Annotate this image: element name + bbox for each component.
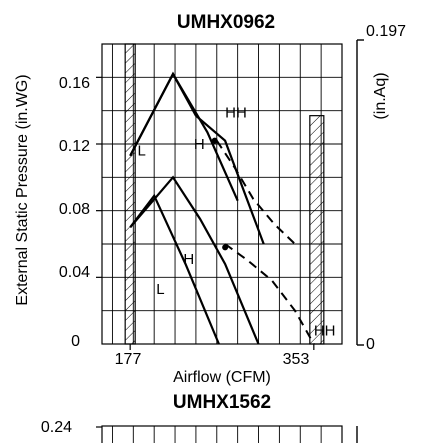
x-axis-label: Airflow (CFM) [173,369,271,386]
y-tick-label-0.24: 0.24 [41,419,72,436]
curves [129,71,315,345]
y2-tick-label-0: 0 [366,336,375,353]
curve-hh-2 [215,140,296,245]
curve-label-hh-2: HH [225,104,247,121]
curve-l-3 [129,193,220,345]
operating-point [211,137,218,144]
grid [96,44,342,350]
curve-label-h-3: H [183,251,194,268]
hatched-zone-min-airflow [124,43,136,345]
curve-h-4 [129,175,260,345]
curve-hh-5 [224,243,315,345]
y-tick-label-0.12: 0.12 [59,138,90,155]
y-tick-label-0.04: 0.04 [59,264,90,281]
y-tick-label-0: 0 [71,333,80,350]
chart-title-2: UMHX1562 [173,392,271,413]
curve-label-hh-5: HH [314,323,336,340]
chart-title: UMHX0962 [177,12,275,33]
y2-tick-label-0.197: 0.197 [366,23,406,40]
y2-axis-label: (in.Aq) [372,72,389,119]
curve-label-l-4: L [156,281,164,298]
plot-frame-2 [101,425,343,443]
second-chart-plot [96,425,358,443]
y-axis-label: External Static Pressure (in.WG) [14,74,31,305]
x-tick-label-353: 353 [283,351,310,368]
curve-h-1 [129,71,265,245]
curve-label-l-0: L [137,143,145,160]
y-tick-label-0.08: 0.08 [59,201,90,218]
curve-label-h-1: H [194,136,205,153]
hatched-limit-zones [124,43,325,345]
x-tick-label-177: 177 [115,351,142,368]
plot-frame [101,43,343,345]
y-tick-label-0.16: 0.16 [59,75,90,92]
hatched-zone-max-airflow [309,115,325,345]
operating-point [222,244,229,251]
